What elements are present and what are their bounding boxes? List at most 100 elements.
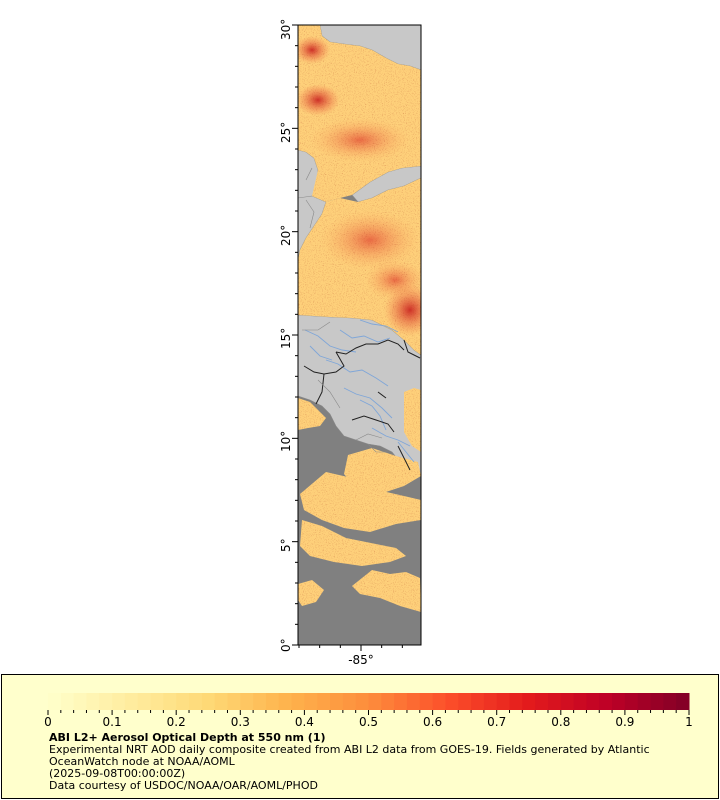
colorbar-cell [676, 693, 690, 710]
colorbar-tick-label: 0.9 [615, 715, 634, 729]
aod-hotspot-caribbean-mid [365, 260, 421, 300]
aod-pacific-patch-4 [352, 570, 421, 612]
colorbar-cell [48, 693, 62, 710]
colorbar-cells [48, 693, 690, 710]
legend-panel: 0 0.1 0.2 0.3 0.4 0.5 0.6 0.7 0.8 0.9 1 ABI L2+ Ae… [1, 674, 719, 799]
colorbar-cell [637, 693, 652, 710]
lat-label-15: 15° [279, 328, 293, 349]
colorbar-cell [278, 693, 293, 710]
colorbar-cell [150, 693, 164, 710]
colorbar-cell [112, 693, 126, 710]
colorbar-tick-label: 0.8 [551, 715, 570, 729]
colorbar-cell [573, 693, 587, 710]
colorbar-cell [201, 693, 216, 710]
colorbar-cell [483, 693, 498, 710]
colorbar-tick-label: 0 [44, 715, 52, 729]
caption-timestamp: (2025-09-08T00:00:00Z) [49, 767, 186, 780]
aod-pacific-patch-1 [344, 448, 421, 494]
colorbar-cell [189, 693, 203, 710]
colorbar-cell [137, 693, 152, 710]
colorbar-cell [419, 693, 434, 710]
colorbar-cell [317, 693, 331, 710]
colorbar-cell [330, 693, 344, 710]
aod-hotspot-gulf-center [310, 118, 410, 162]
colorbar-cell [227, 693, 241, 710]
colorbar-cell [650, 693, 664, 710]
colorbar-ticks [47, 710, 690, 715]
aod-hotspot-caribbean-center [320, 210, 420, 270]
caption: ABI L2+ Aerosol Optical Depth at 550 nm … [49, 732, 689, 792]
colorbar-cell [214, 693, 228, 710]
colorbar-cell [406, 693, 421, 710]
lat-label-30: 30° [279, 19, 293, 40]
map-area: 30° 25° 20° 15° 10° 5° 0° -85° [279, 19, 422, 667]
colorbar-cell [586, 693, 600, 710]
colorbar-cell [253, 693, 267, 710]
colorbar-cell [355, 693, 369, 710]
aod-gulf-region [298, 25, 421, 202]
caption-description: Experimental NRT AOD daily composite cre… [49, 743, 650, 768]
caption-credit: Data courtesy of USDOC/NOAA/OAR/AOML/PHO… [49, 779, 318, 792]
borders-layer [303, 339, 421, 471]
colorbar-cell [458, 693, 472, 710]
aod-hotspot-gulf-nw [298, 36, 330, 64]
colorbar-tick-label: 0.6 [423, 715, 442, 729]
lat-labels: 30° 25° 20° 15° 10° 5° 0° [279, 19, 293, 652]
colorbar-cell [560, 693, 575, 710]
lat-label-10: 10° [279, 431, 293, 452]
lat-label-20: 20° [279, 225, 293, 246]
colorbar-cell [342, 693, 357, 710]
aod-pacific-patch-3 [300, 520, 406, 566]
colorbar-cell [509, 693, 523, 710]
colorbar-cell [381, 693, 395, 710]
colorbar-cell [547, 693, 562, 710]
colorbar-cell [240, 693, 254, 710]
rivers-layer [304, 319, 415, 463]
colorbar-cell [535, 693, 549, 710]
colorbar-cell [163, 693, 177, 710]
colorbar-cell [496, 693, 511, 710]
colorbar-cell [86, 693, 100, 710]
colorbar-cell [432, 693, 446, 710]
colorbar-cell [394, 693, 408, 710]
map-layers [298, 25, 421, 645]
colorbar-tick-labels: 0 0.1 0.2 0.3 0.4 0.5 0.6 0.7 0.8 0.9 1 [44, 715, 693, 729]
colorbar-tick-label: 0.7 [487, 715, 506, 729]
lat-label-25: 25° [279, 122, 293, 143]
colorbar-tick-label: 0.5 [359, 715, 378, 729]
caption-title: ABI L2+ Aerosol Optical Depth at 550 nm … [49, 731, 326, 744]
colorbar-cell [265, 693, 280, 710]
colorbar-tick-label: 0.1 [103, 715, 122, 729]
colorbar-cell [124, 693, 139, 710]
colorbar-cell [624, 693, 639, 710]
colorbar-tick-label: 1 [685, 715, 693, 729]
colorbar-tick-label: 0.4 [295, 715, 314, 729]
colorbar-cell [304, 693, 318, 710]
aod-caribbean-east-patch [404, 388, 421, 452]
aod-map: 30° 25° 20° 15° 10° 5° 0° -85° [279, 19, 422, 667]
lat-label-5: 5° [279, 538, 293, 552]
colorbar-cell [612, 693, 626, 710]
colorbar-cell [663, 693, 677, 710]
colorbar-cell [291, 693, 305, 710]
aod-pacific-patch-2 [300, 472, 421, 532]
colorbar-cell [445, 693, 459, 710]
colorbar-tick-label: 0.3 [231, 715, 250, 729]
aod-pacific-coastal [298, 398, 326, 430]
axis-ticks [292, 24, 403, 651]
colorbar-cell [368, 693, 382, 710]
aod-hotspot-gulf-west [298, 84, 340, 116]
colorbar-cell [73, 693, 87, 710]
colorbar-cell [599, 693, 613, 710]
state-borders-layer [302, 167, 388, 453]
colorbar: 0 0.1 0.2 0.3 0.4 0.5 0.6 0.7 0.8 0.9 1 [44, 693, 693, 729]
lat-label-0: 0° [279, 638, 293, 652]
aod-field [298, 25, 421, 612]
colorbar-cell [522, 693, 536, 710]
colorbar-cell [471, 693, 485, 710]
colorbar-cell [176, 693, 190, 710]
lon-label-minus-85: -85° [348, 653, 374, 667]
aod-pacific-patch-5 [298, 580, 324, 606]
colorbar-cell [60, 693, 75, 710]
colorbar-tick-label: 0.2 [167, 715, 186, 729]
